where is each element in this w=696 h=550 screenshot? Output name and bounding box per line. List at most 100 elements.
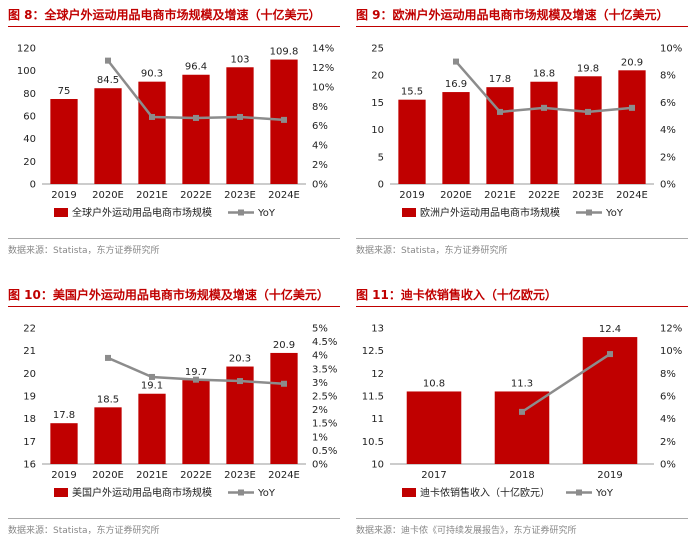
y2-tick-label: 0%: [312, 180, 328, 191]
y-tick-label: 60: [23, 112, 36, 123]
y2-tick-label: 0%: [660, 460, 676, 471]
bar: [442, 92, 470, 184]
y2-tick-label: 8%: [660, 369, 676, 380]
legend-line-label: YoY: [257, 488, 276, 499]
bar-value-label: 75: [58, 86, 71, 97]
bar-value-label: 16.9: [445, 79, 467, 90]
yoy-point: [281, 380, 287, 387]
y-tick-label: 120: [17, 44, 36, 55]
chart-panel-usa: 图 10：美国户外运动用品电商市场规模及增速（十亿美元） 16 17 18 19 20 2…: [4, 284, 344, 550]
yoy-point: [453, 58, 459, 65]
chart-usa: 16 17 18 19 20 21 22 0% 0.5% 1% 1.5% 2% 2.5% 3% 3.5% 4%…: [23, 324, 337, 500]
yoy-point: [519, 408, 525, 415]
bar-value-label: 17.8: [53, 410, 75, 421]
y2-tick-label: 0%: [312, 460, 328, 471]
x-tick-label: 2019: [51, 470, 76, 481]
legend-bar-swatch: [54, 208, 68, 217]
yoy-point: [193, 114, 199, 121]
y2-tick-label: 6%: [660, 98, 676, 109]
x-tick-label: 2021E: [484, 190, 516, 201]
bar: [270, 352, 298, 464]
y-tick-label: 16: [23, 460, 36, 471]
bar: [182, 380, 210, 464]
y2-tick-label: 4%: [312, 141, 328, 152]
x-tick-label: 2019: [51, 190, 76, 201]
y2-tick-label: 8%: [660, 71, 676, 82]
legend-bar-label: 欧洲户外运动用品电商市场规模: [420, 206, 560, 219]
y-tick-label: 15: [371, 98, 384, 109]
bar-value-label: 19.1: [141, 381, 163, 392]
source-divider: [356, 518, 688, 519]
bar-value-label: 17.8: [489, 74, 511, 85]
x-tick-label: 2022E: [180, 470, 212, 481]
x-tick-label: 2018: [509, 470, 534, 481]
chart-title: 图 8：全球户外运动用品电商市场规模及增速（十亿美元）: [8, 4, 340, 27]
legend-line-marker: [238, 209, 244, 216]
y2-tick-label: 12%: [312, 63, 334, 74]
chart-source: 数据来源：Statista，东方证券研究所: [356, 246, 508, 256]
x-tick-label: 2019: [399, 190, 424, 201]
bar-value-label: 90.3: [141, 69, 163, 80]
yoy-point: [193, 376, 199, 383]
yoy-point: [607, 351, 613, 358]
bar: [94, 88, 122, 184]
y2-tick-label: 8%: [312, 102, 328, 113]
y-tick-label: 80: [23, 89, 36, 100]
y-tick-label: 10.5: [362, 437, 384, 448]
x-tick-label: 2023E: [224, 470, 256, 481]
y-tick-label: 11: [371, 414, 384, 425]
legend-line-label: YoY: [257, 208, 276, 219]
y2-tick-label: 10%: [660, 346, 682, 357]
y2-tick-label: 0%: [660, 180, 676, 191]
bar-value-label: 20.9: [273, 340, 295, 351]
legend-bar-label: 全球户外运动用品电商市场规模: [72, 206, 212, 219]
bar: [582, 337, 638, 464]
y-tick-label: 22: [23, 324, 36, 335]
y2-tick-label: 10%: [312, 82, 334, 93]
y2-tick-label: 1.5%: [312, 419, 337, 430]
x-tick-label: 2024E: [616, 190, 648, 201]
y-tick-label: 25: [371, 44, 384, 55]
y-tick-label: 18: [23, 414, 36, 425]
x-tick-label: 2019: [597, 470, 622, 481]
y2-tick-label: 2%: [312, 160, 328, 171]
y-tick-label: 40: [23, 134, 36, 145]
x-tick-label: 2020E: [92, 190, 124, 201]
chart-panel-europe: 图 9：欧洲户外运动用品电商市场规模及增速（十亿美元） 0 5 10 15 20 25 0%…: [352, 4, 692, 270]
y-tick-label: 17: [23, 437, 36, 448]
x-tick-label: 2024E: [268, 190, 300, 201]
y-tick-label: 100: [17, 66, 36, 77]
x-tick-label: 2020E: [92, 470, 124, 481]
bar-value-label: 10.8: [423, 378, 445, 389]
bar-value-label: 15.5: [401, 87, 423, 98]
y2-tick-label: 2%: [660, 152, 676, 163]
bar-value-label: 12.4: [599, 324, 621, 335]
x-tick-label: 2024E: [268, 470, 300, 481]
x-tick-label: 2022E: [528, 190, 560, 201]
chart-panel-decathlon: 图 11：迪卡侬销售收入（十亿欧元） 10 10.5 11 11.5 12 12.5 13 0…: [352, 284, 692, 550]
y2-tick-label: 5%: [312, 324, 328, 335]
bar: [530, 81, 558, 184]
bar: [574, 76, 602, 184]
bar: [406, 391, 462, 464]
legend-bar-swatch: [402, 208, 416, 217]
y2-tick-label: 1%: [312, 432, 328, 443]
bar-value-label: 109.8: [270, 47, 299, 58]
y2-tick-label: 14%: [312, 44, 334, 55]
source-divider: [8, 518, 340, 519]
y2-tick-label: 4%: [660, 414, 676, 425]
chart-panel-global: 图 8：全球户外运动用品电商市场规模及增速（十亿美元） 0 20 40 60 80 100…: [4, 4, 344, 270]
bar: [50, 99, 78, 184]
x-tick-label: 2020E: [440, 190, 472, 201]
bar: [50, 423, 78, 464]
yoy-point: [541, 104, 547, 111]
bar-value-label: 20.3: [229, 354, 251, 365]
y2-tick-label: 4%: [312, 351, 328, 362]
x-tick-label: 2022E: [180, 190, 212, 201]
yoy-point: [237, 113, 243, 120]
bar-value-label: 19.7: [185, 367, 207, 378]
legend-line-label: YoY: [605, 208, 624, 219]
source-divider: [8, 238, 340, 239]
yoy-point: [629, 104, 635, 111]
y2-tick-label: 10%: [660, 44, 682, 55]
